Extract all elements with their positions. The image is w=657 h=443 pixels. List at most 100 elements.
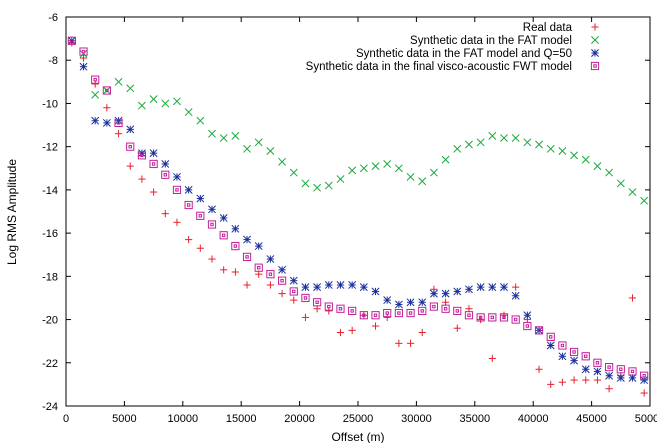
y-tick-label: -16 [42, 228, 58, 240]
data-point [102, 86, 111, 95]
data-point [219, 134, 228, 142]
data-point [582, 376, 590, 384]
data-point [254, 263, 263, 272]
data-point [371, 322, 380, 330]
data-point [266, 147, 275, 155]
data-point [348, 166, 357, 175]
data-point [161, 160, 170, 168]
data-point [324, 181, 333, 190]
data-point [196, 116, 205, 125]
data-point [394, 300, 403, 309]
x-tick-label: 50000 [635, 413, 657, 425]
data-point [102, 118, 111, 127]
data-point [301, 313, 310, 321]
data-point [581, 365, 590, 374]
data-point [429, 302, 439, 311]
data-point [418, 298, 427, 307]
data-point [488, 313, 497, 322]
data-point [406, 339, 415, 347]
data-point [465, 285, 473, 294]
data-point [289, 287, 298, 296]
y-tick-label: -10 [42, 98, 58, 110]
data-point [628, 294, 637, 302]
data-point [325, 307, 333, 315]
data-point [499, 313, 509, 322]
data-point [547, 380, 555, 388]
data-point [67, 36, 76, 45]
data-point [149, 149, 158, 158]
data-point [207, 220, 217, 229]
data-point [289, 276, 298, 285]
data-point [231, 241, 240, 251]
data-point [172, 185, 182, 194]
data-point [500, 283, 508, 292]
data-point [640, 376, 649, 385]
data-point [616, 179, 625, 188]
data-point [581, 155, 590, 164]
data-point [91, 80, 99, 88]
data-point [219, 214, 228, 222]
legend-label: Synthetic data in the FAT model and Q=50 [356, 48, 572, 60]
y-axis-label: Log RMS Amplitude [5, 159, 19, 265]
data-point [441, 304, 450, 313]
data-point [429, 168, 438, 177]
series-3 [67, 36, 649, 385]
data-point [441, 155, 450, 164]
data-point [301, 293, 310, 303]
series-1 [68, 39, 648, 397]
data-point [476, 283, 485, 292]
data-point [593, 376, 602, 384]
data-point [114, 77, 123, 86]
x-tick-label: 35000 [460, 413, 491, 425]
data-point [511, 291, 520, 300]
axis-ticks: 0 5000 10000 15000 20000 25000 30000 35000 40000… [42, 12, 657, 425]
data-point [593, 162, 602, 171]
data-point [91, 75, 100, 84]
data-point [383, 313, 391, 321]
data-point [243, 281, 251, 289]
data-point [150, 188, 158, 196]
data-point [488, 354, 496, 363]
legend-marker [591, 49, 599, 57]
data-point [336, 175, 345, 184]
data-point [219, 231, 228, 240]
x-tick-label: 5000 [112, 413, 136, 425]
data-point [348, 326, 356, 334]
data-point [243, 144, 251, 153]
data-marks [67, 36, 649, 397]
data-point [173, 97, 181, 106]
data-point [640, 371, 649, 380]
data-point [313, 298, 322, 307]
data-point [558, 341, 567, 350]
data-point [196, 211, 205, 220]
data-point [102, 86, 111, 95]
data-point [67, 36, 76, 45]
data-point [605, 363, 614, 372]
y-tick-label: -8 [48, 55, 58, 67]
data-point [336, 304, 345, 313]
data-point [313, 183, 322, 192]
data-point [301, 283, 310, 292]
data-point [523, 138, 532, 147]
y-tick-label: -12 [42, 142, 58, 154]
data-point [290, 296, 298, 304]
data-point [465, 140, 473, 149]
data-point [616, 373, 625, 382]
data-point [535, 326, 543, 335]
data-point [488, 283, 497, 292]
data-point [558, 378, 566, 386]
data-point [173, 172, 181, 181]
data-point [324, 302, 333, 311]
data-point [266, 281, 274, 289]
x-tick-label: 25000 [343, 413, 374, 425]
data-point [605, 168, 614, 177]
data-point [149, 95, 158, 104]
data-point [488, 131, 497, 140]
data-point [394, 164, 403, 173]
legend-label: Synthetic data in the FAT model [410, 35, 572, 47]
data-point [208, 129, 216, 138]
x-tick-label: 15000 [226, 413, 257, 425]
x-tick-label: 0 [63, 413, 69, 425]
data-point [569, 347, 579, 357]
